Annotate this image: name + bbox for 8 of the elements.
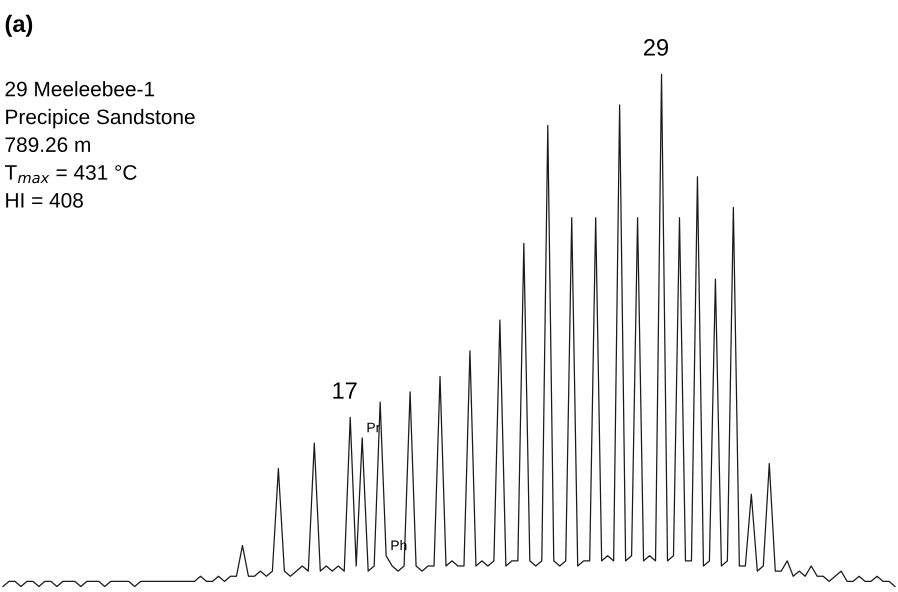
annotation: Precipice Sandstone bbox=[6, 108, 195, 128]
annotation: 789.26 m bbox=[6, 137, 90, 152]
annotation: HI = 408 bbox=[6, 192, 83, 208]
annotation: 17 bbox=[333, 382, 357, 399]
annotation: T$_{max}$ = 431 °C bbox=[4, 165, 137, 184]
annotation: 29 bbox=[644, 39, 668, 56]
text: (a) bbox=[6, 14, 32, 37]
annotation: 29 Meeleebee-1 bbox=[6, 81, 154, 96]
